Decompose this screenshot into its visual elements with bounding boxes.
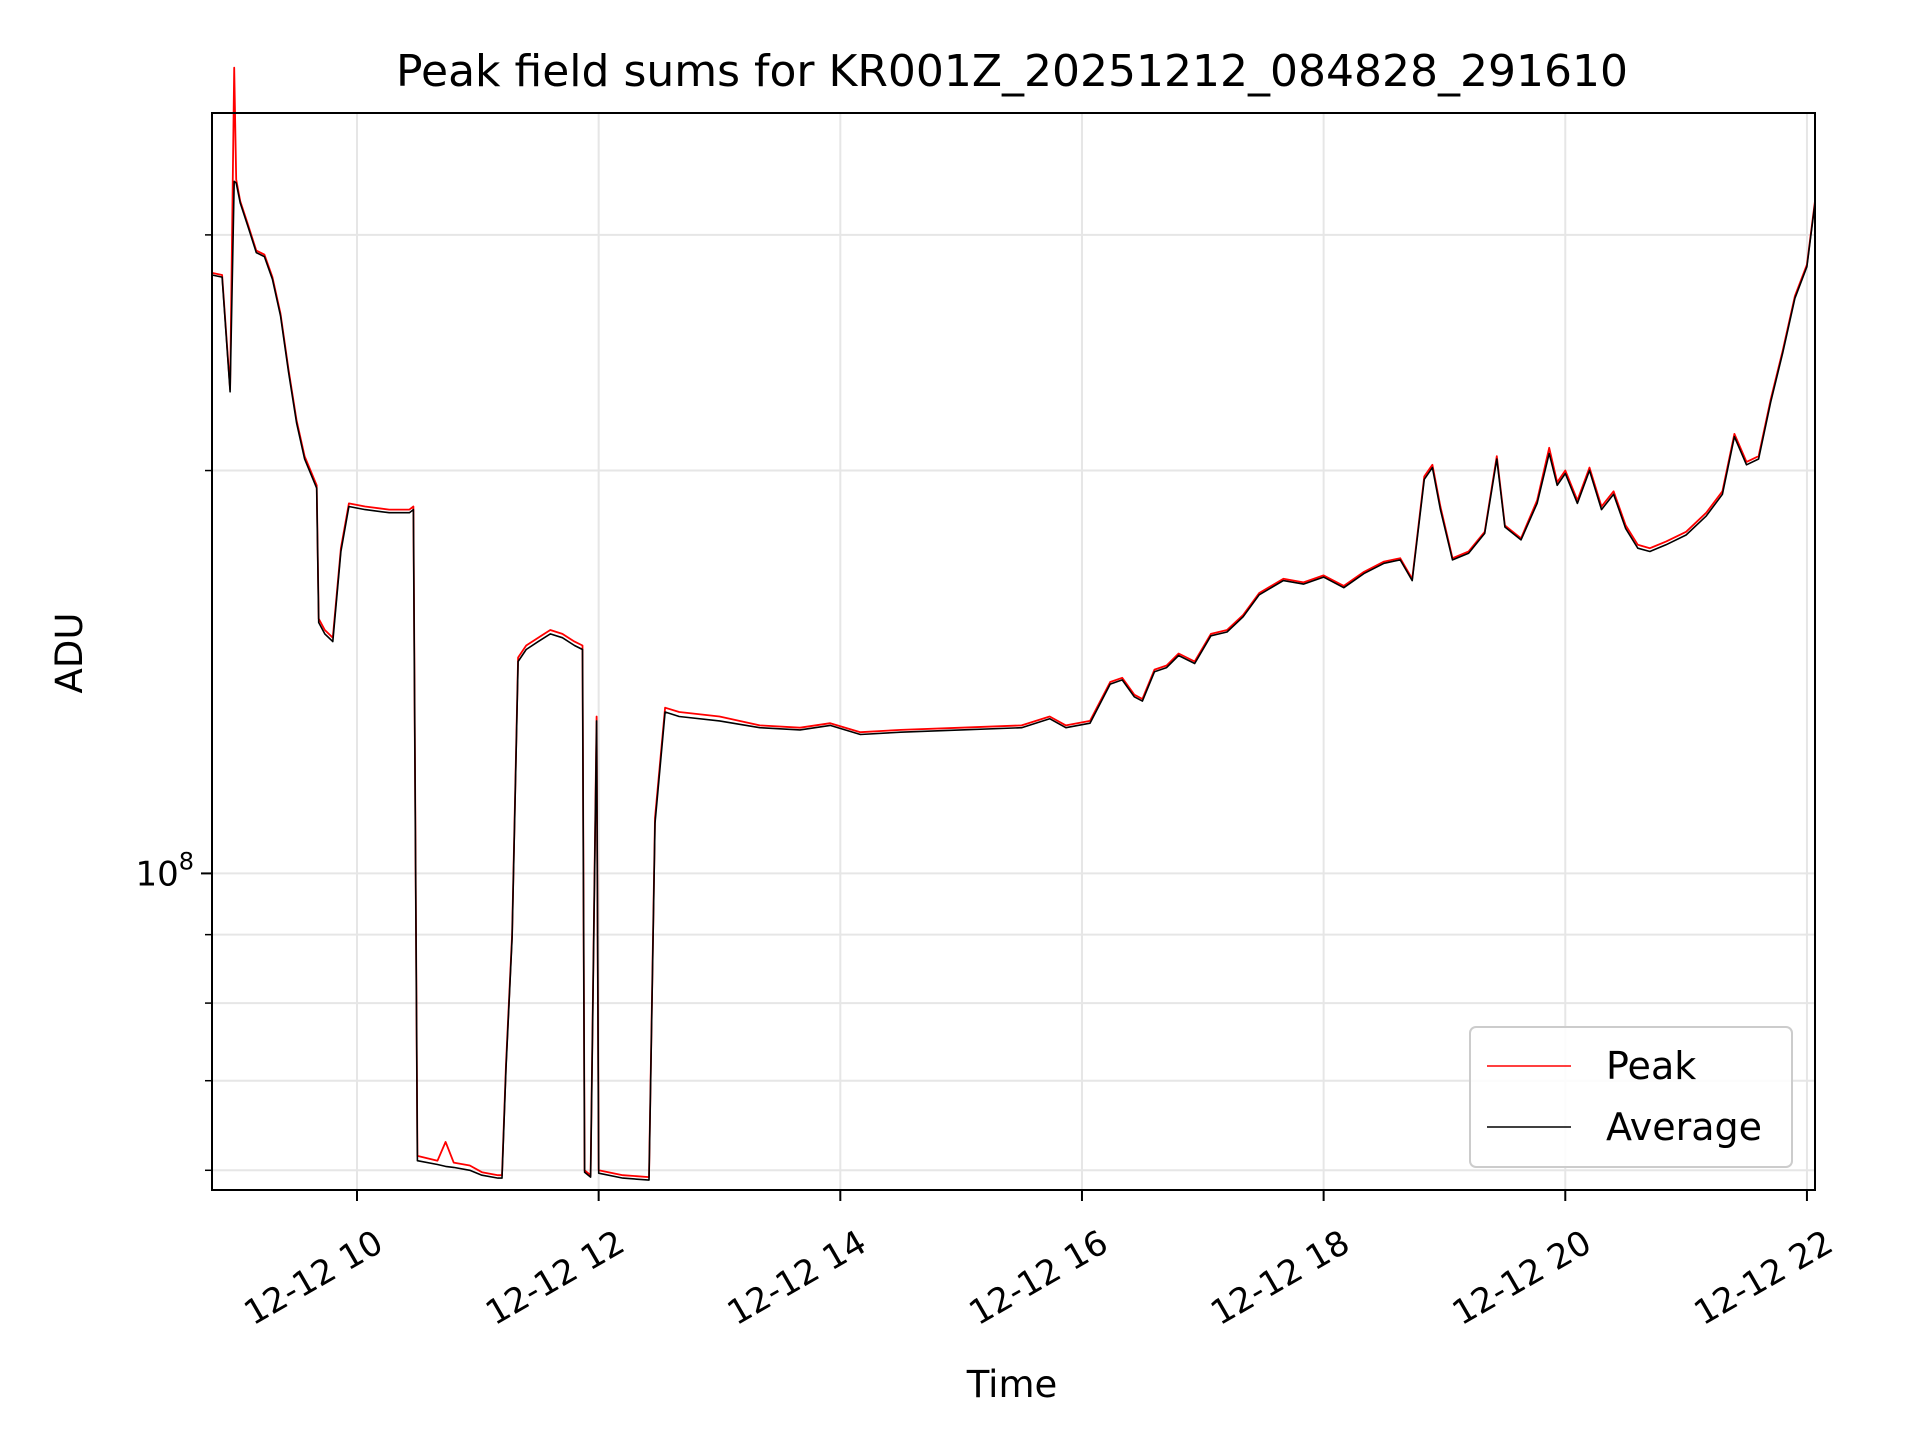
legend-label-average: Average <box>1606 1105 1762 1149</box>
y-axis-label: ADU <box>48 613 91 694</box>
legend: Peak Average <box>1469 1026 1793 1168</box>
chart-title: Peak field sums for KR001Z_20251212_0848… <box>396 46 1628 97</box>
series-layer <box>211 66 1816 1181</box>
legend-label-peak: Peak <box>1606 1044 1696 1088</box>
y-axis: 108 <box>135 234 212 1172</box>
x-axis-label: Time <box>966 1363 1058 1406</box>
legend-box <box>1469 1026 1793 1168</box>
grid <box>212 113 1815 1190</box>
plot-frame <box>211 112 1816 1191</box>
y-tick-label: 108 <box>135 847 194 894</box>
series-line-average <box>211 180 1816 1181</box>
